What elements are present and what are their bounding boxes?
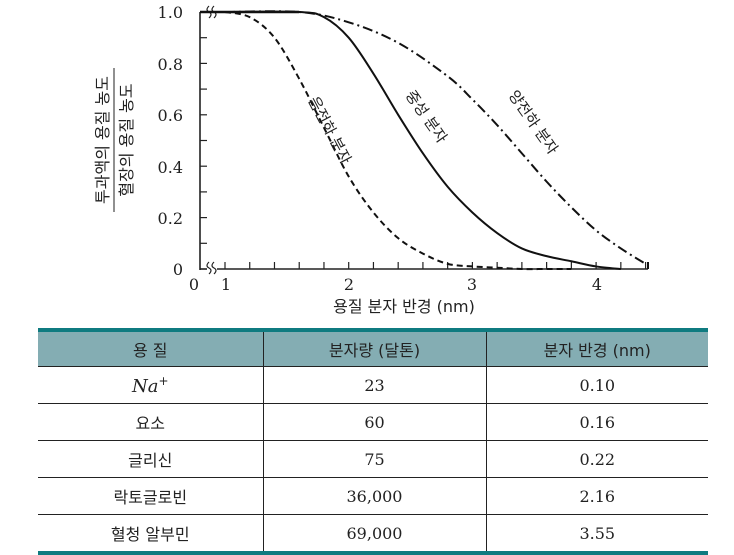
mw-cell: 23 [262,366,486,404]
series-label-neutral: 중성 분자 [402,87,451,147]
table-row: 글리신 75 0.22 [38,440,708,478]
table-row: 혈청 알부민 69,000 3.55 [38,514,708,555]
radius-cell: 0.10 [485,366,708,404]
svg-text:1.0: 1.0 [158,3,183,22]
svg-text:0.6: 0.6 [158,106,183,125]
mw-cell: 75 [262,440,486,478]
axes [199,12,648,270]
svg-text:0.8: 0.8 [158,55,183,74]
mw-cell: 69,000 [262,514,486,555]
series-positive-curve [224,10,647,265]
x-ticks [224,262,647,269]
header-solute: 용 질 [38,328,263,367]
svg-text:1: 1 [221,275,231,294]
mw-cell: 60 [262,403,486,441]
series-label-positive: 양전하 분자 [505,87,562,158]
solute-cell: 혈청 알부민 [38,514,263,555]
header-molecular-weight: 분자량 (달톤) [262,328,486,367]
filtration-chart: 1.0 0.8 0.6 0.4 0.2 0 0 1 2 3 4 용질 분자 반경… [93,3,649,316]
radius-cell: 3.55 [485,514,708,555]
svg-text:0: 0 [189,275,199,294]
solute-cell: 요소 [38,403,263,441]
radius-cell: 0.22 [485,440,708,478]
svg-text:0: 0 [173,260,183,279]
mw-cell: 36,000 [262,477,486,515]
y-ticks [200,11,207,270]
solute-cell: 락토글로빈 [38,477,263,515]
svg-text:혈장의 용질 농도: 혈장의 용질 농도 [117,83,136,196]
header-molecular-radius: 분자 반경 (nm) [485,328,708,367]
series-negative-curve [224,11,572,271]
table-row: Na+ 23 0.10 [38,366,708,404]
svg-text:3: 3 [467,275,477,294]
table-row: 락토글로빈 36,000 2.16 [38,477,708,515]
solute-cell: 글리신 [38,440,263,478]
svg-text:투과액의 용질 농도: 투과액의 용질 농도 [93,76,112,204]
series-label-negative: 음전하 분자 [304,93,355,167]
series-neutral-curve [224,10,621,270]
svg-text:4: 4 [592,275,602,294]
table-header-row: 용 질 분자량 (달톤) 분자 반경 (nm) [38,328,708,367]
radius-cell: 0.16 [485,403,708,441]
x-axis-label: 용질 분자 반경 (nm) [333,297,475,316]
solute-cell: Na+ [38,366,263,404]
axis-break-icon [206,4,217,276]
svg-text:0.2: 0.2 [158,209,183,228]
svg-text:0.4: 0.4 [158,158,183,177]
y-tick-labels: 1.0 0.8 0.6 0.4 0.2 0 [158,3,183,279]
radius-cell: 2.16 [485,477,708,515]
y-axis-label: 투과액의 용질 농도 혈장의 용질 농도 [93,68,136,212]
solute-table-container: 용 질 분자량 (달톤) 분자 반경 (nm) Na+ 23 0.10 요소 6… [38,328,708,555]
x-tick-labels: 0 1 2 3 4 [189,275,602,294]
solute-table: 용 질 분자량 (달톤) 분자 반경 (nm) Na+ 23 0.10 요소 6… [38,328,708,555]
table-row: 요소 60 0.16 [38,403,708,441]
svg-text:2: 2 [344,275,354,294]
